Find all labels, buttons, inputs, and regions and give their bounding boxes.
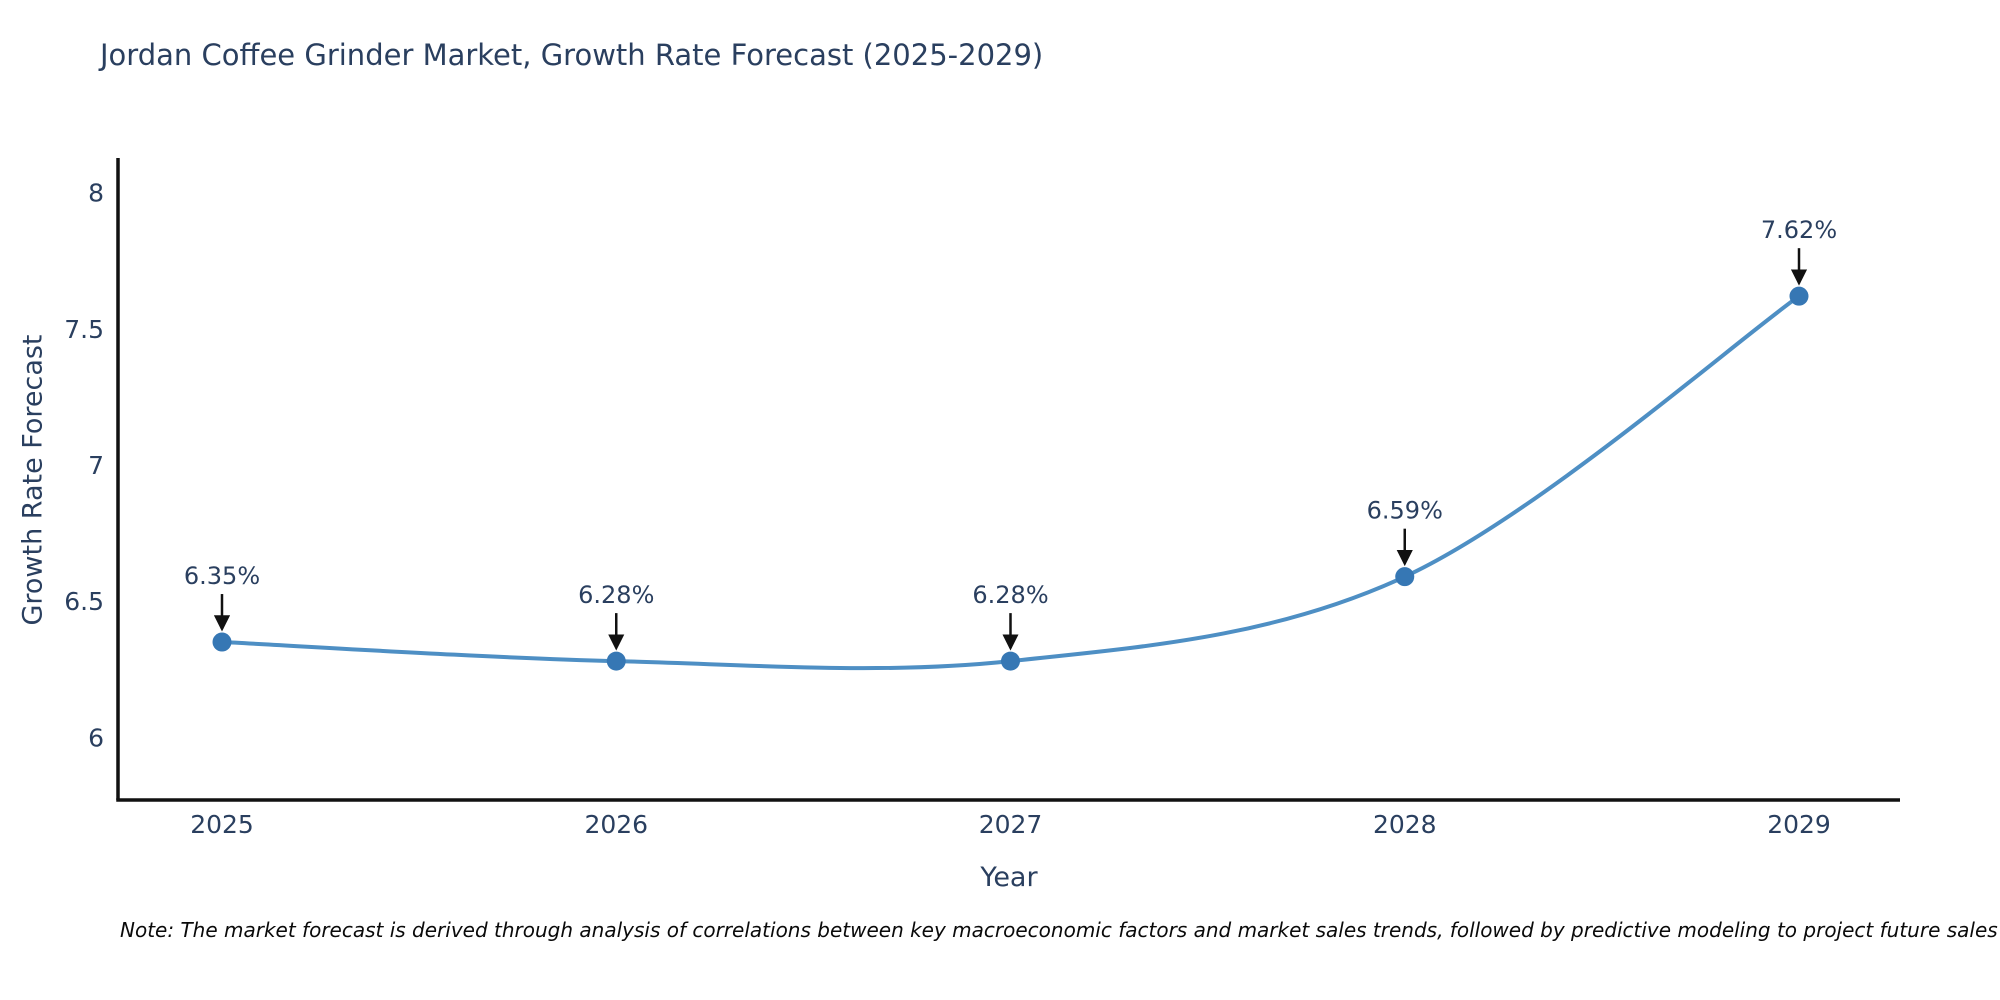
point-value-label: 6.35% xyxy=(184,562,260,590)
y-tick-label: 6.5 xyxy=(64,587,104,616)
point-value-label: 6.28% xyxy=(578,581,654,609)
chart-title: Jordan Coffee Grinder Market, Growth Rat… xyxy=(100,38,1044,72)
footnote: Note: The market forecast is derived thr… xyxy=(120,918,1998,942)
data-point-marker[interactable] xyxy=(606,651,626,671)
point-value-label: 6.59% xyxy=(1367,497,1443,525)
x-tick-label: 2028 xyxy=(1373,810,1437,839)
axes-layer: 6 6.5 7 7.5 8 2025 2026 2027 2028 2029 xyxy=(64,158,1900,839)
series-line xyxy=(220,294,1801,671)
point-value-label: 6.28% xyxy=(972,581,1048,609)
series-layer xyxy=(212,286,1809,671)
y-tick-label: 7.5 xyxy=(64,315,104,344)
annotations-layer: 6.35% 6.28% 6.28% 6.59% 7.62% xyxy=(184,216,1837,651)
y-tick-label: 8 xyxy=(88,179,104,208)
y-tick-label: 6 xyxy=(88,723,104,752)
data-point-marker[interactable] xyxy=(212,632,232,652)
data-point-marker[interactable] xyxy=(1395,567,1415,587)
point-value-label: 7.62% xyxy=(1761,216,1837,244)
x-tick-label: 2027 xyxy=(979,810,1043,839)
x-tick-label: 2026 xyxy=(584,810,648,839)
data-point-marker[interactable] xyxy=(1001,651,1020,671)
data-point-marker[interactable] xyxy=(1789,286,1809,306)
x-tick-label: 2029 xyxy=(1767,810,1831,839)
x-tick-label: 2025 xyxy=(190,810,254,839)
y-axis-title: Growth Rate Forecast xyxy=(17,334,49,626)
y-tick-label: 7 xyxy=(88,451,104,480)
x-axis-title: Year xyxy=(980,862,1038,893)
